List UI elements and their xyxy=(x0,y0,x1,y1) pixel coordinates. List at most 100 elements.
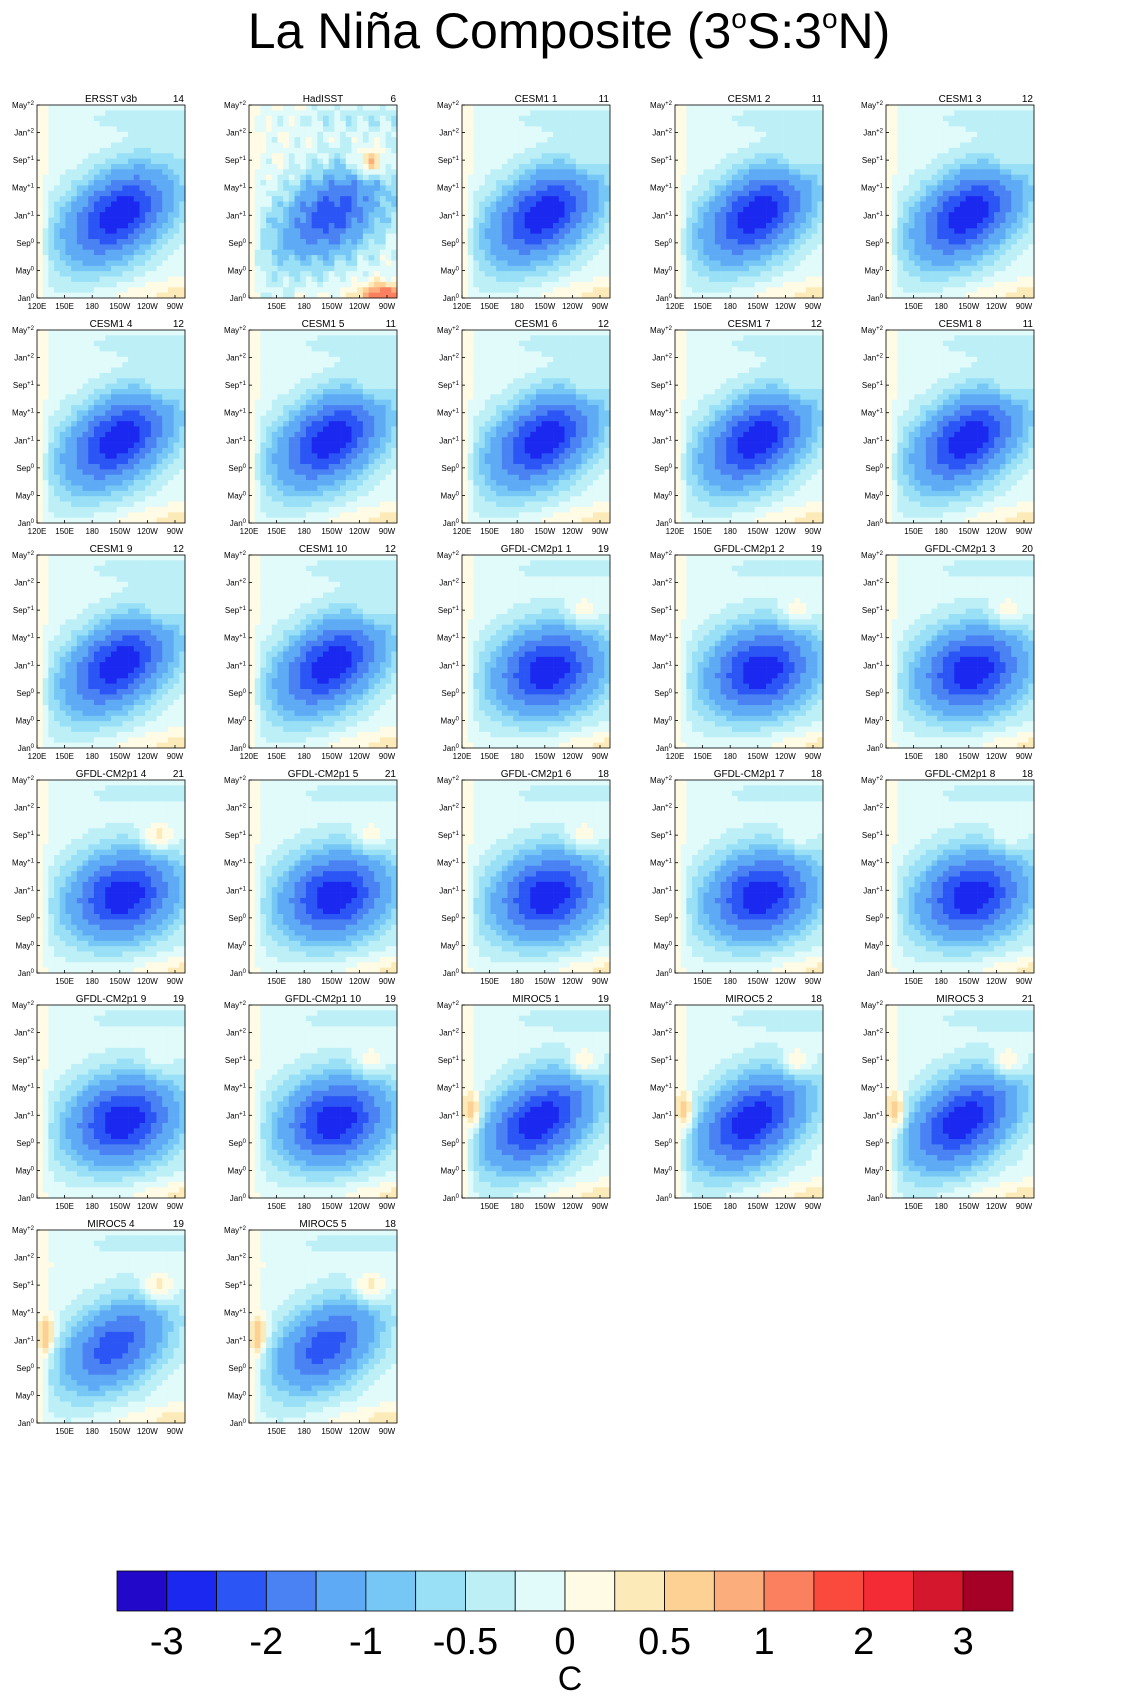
heatmap-cell xyxy=(766,159,772,165)
heatmap-cell xyxy=(698,244,704,250)
x-tick-label: 90W xyxy=(167,302,184,311)
heatmap-cell xyxy=(800,202,806,208)
heatmap-cell xyxy=(94,341,100,347)
heatmap-cell xyxy=(1028,132,1034,138)
heatmap-cell xyxy=(582,277,588,283)
heatmap-cell xyxy=(168,126,174,132)
heatmap-cell xyxy=(508,196,514,202)
heatmap-cell xyxy=(732,244,738,250)
heatmap-cell xyxy=(151,110,157,116)
heatmap-cell xyxy=(83,202,89,208)
heatmap-cell xyxy=(686,180,692,186)
heatmap-cell xyxy=(479,239,485,245)
heatmap-cell xyxy=(83,207,89,213)
heatmap-cell xyxy=(346,223,352,229)
heatmap-cell xyxy=(374,234,380,240)
heatmap-cell xyxy=(604,277,610,283)
heatmap-cell xyxy=(547,132,553,138)
heatmap-cell xyxy=(926,266,932,272)
heatmap-cell xyxy=(772,223,778,229)
heatmap-cell xyxy=(886,137,892,143)
heatmap-cell xyxy=(151,228,157,234)
heatmap-cell xyxy=(513,207,519,213)
heatmap-cell xyxy=(317,132,323,138)
heatmap-cell xyxy=(468,132,474,138)
heatmap-cell xyxy=(312,110,318,116)
heatmap-cell xyxy=(374,266,380,272)
heatmap-cell xyxy=(783,175,789,181)
heatmap-cell xyxy=(909,287,915,293)
heatmap-cell xyxy=(749,239,755,245)
heatmap-cell xyxy=(800,105,806,111)
heatmap-cell xyxy=(772,132,778,138)
heatmap-cell xyxy=(100,116,106,122)
heatmap-cell xyxy=(971,110,977,116)
heatmap-cell xyxy=(675,223,681,229)
heatmap-cell xyxy=(351,255,357,261)
heatmap-cell xyxy=(249,239,255,245)
heatmap-cell xyxy=(255,271,261,277)
heatmap-cell xyxy=(994,105,1000,111)
heatmap-cell xyxy=(806,234,812,240)
heatmap-cell xyxy=(1017,212,1023,218)
heatmap-cell xyxy=(593,212,599,218)
heatmap-cell xyxy=(94,148,100,154)
heatmap-cell xyxy=(755,212,761,218)
heatmap-cell xyxy=(542,153,548,159)
heatmap-cell xyxy=(920,244,926,250)
heatmap-cell xyxy=(760,132,766,138)
heatmap-cell xyxy=(43,271,49,277)
heatmap-cell xyxy=(932,180,938,186)
heatmap-cell xyxy=(334,282,340,288)
heatmap-cell xyxy=(903,121,909,127)
heatmap-cell xyxy=(134,293,140,299)
heatmap-cell xyxy=(949,282,955,288)
heatmap-cell xyxy=(932,234,938,240)
heatmap-cell xyxy=(1011,121,1017,127)
heatmap-cell xyxy=(391,143,397,149)
heatmap-cell xyxy=(897,110,903,116)
heatmap-cell xyxy=(266,266,272,272)
heatmap-cell xyxy=(260,126,266,132)
heatmap-cell xyxy=(134,137,140,143)
heatmap-cell xyxy=(766,185,772,191)
heatmap-cell xyxy=(117,132,123,138)
heatmap-cell xyxy=(755,250,761,256)
heatmap-cell xyxy=(323,293,329,299)
heatmap-cell xyxy=(983,293,989,299)
heatmap-cell xyxy=(77,271,83,277)
heatmap-cell xyxy=(468,223,474,229)
heatmap-cell xyxy=(134,234,140,240)
heatmap-cell xyxy=(994,266,1000,272)
heatmap-cell xyxy=(43,255,49,261)
heatmap-cell xyxy=(903,234,909,240)
heatmap-cell xyxy=(351,234,357,240)
heatmap-cell xyxy=(249,143,255,149)
heatmap-cell xyxy=(1023,164,1029,170)
heatmap-cell xyxy=(71,191,77,197)
heatmap-cell xyxy=(553,153,559,159)
heatmap-cell xyxy=(277,234,283,240)
heatmap-cell xyxy=(914,255,920,261)
heatmap-cell xyxy=(43,282,49,288)
heatmap-cell xyxy=(128,116,134,122)
heatmap-cell xyxy=(681,191,687,197)
heatmap-cell xyxy=(317,228,323,234)
heatmap-cell xyxy=(289,148,295,154)
heatmap-cell xyxy=(295,207,301,213)
heatmap-cell xyxy=(743,287,749,293)
heatmap-cell xyxy=(949,148,955,154)
heatmap-cell xyxy=(530,185,536,191)
x-tick-label: 180 xyxy=(935,302,949,311)
heatmap-cell xyxy=(703,196,709,202)
heatmap-cell xyxy=(604,228,610,234)
heatmap-cell xyxy=(334,223,340,229)
heatmap-cell xyxy=(329,164,335,170)
heatmap-cell xyxy=(599,164,605,170)
heatmap-cell xyxy=(812,126,818,132)
heatmap-cell xyxy=(553,148,559,154)
heatmap-cell xyxy=(37,143,43,149)
heatmap-cell xyxy=(755,180,761,186)
heatmap-cell xyxy=(94,207,100,213)
heatmap-cell xyxy=(54,169,60,175)
